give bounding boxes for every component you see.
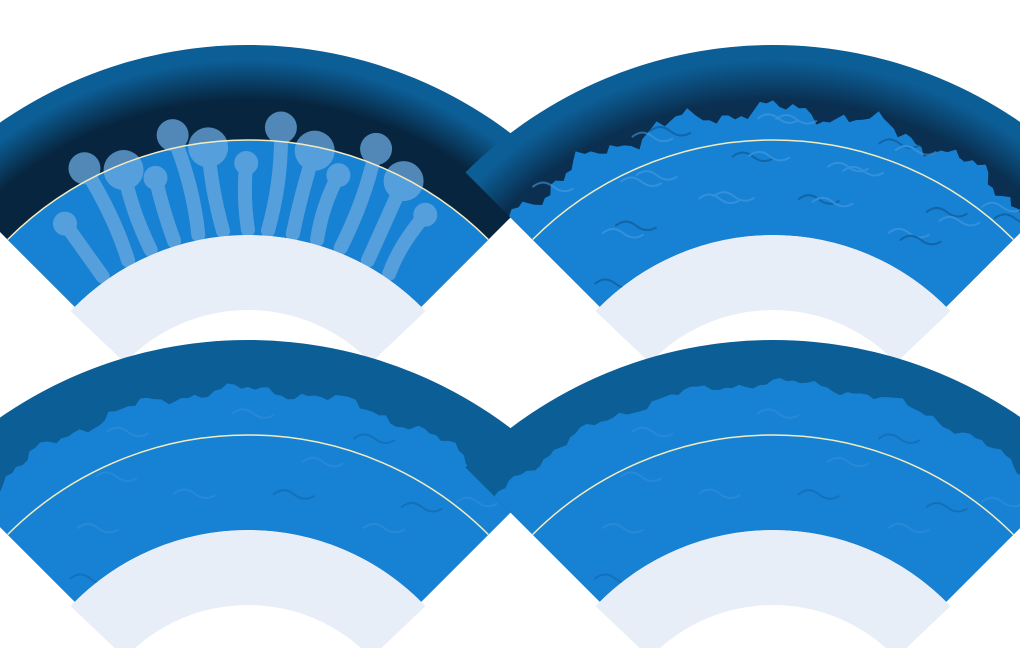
boundary-line	[7, 139, 489, 241]
mixing-swirl	[731, 151, 774, 163]
mixing-swirl	[620, 471, 663, 482]
mixing-swirl	[775, 114, 818, 125]
mixing-swirl	[631, 426, 674, 438]
plume-cap	[264, 111, 297, 144]
mixing-swirl	[601, 522, 644, 534]
convective-region	[494, 377, 1020, 602]
plume-cap	[234, 151, 259, 176]
mixing-swirl	[635, 170, 678, 181]
plume-cap	[383, 161, 424, 202]
mixing-swirl	[842, 165, 885, 177]
plume-cap	[68, 152, 101, 185]
mixing-swirl	[232, 408, 275, 419]
mixing-swirl	[95, 471, 138, 482]
core-region	[595, 235, 951, 363]
mixing-swirl	[272, 489, 315, 500]
mixing-swirl	[400, 501, 443, 513]
mixing-texture	[69, 408, 499, 585]
mixing-swirl	[173, 488, 216, 500]
plume-cap	[52, 211, 77, 236]
mixing-swirl	[601, 227, 644, 239]
panel-top-right	[465, 45, 1020, 363]
mixing-swirl	[757, 408, 800, 419]
mixing-swirl	[301, 456, 344, 468]
mixing-swirl	[887, 227, 930, 239]
mixing-swirl	[620, 176, 663, 187]
panel-bottom-right	[465, 340, 1020, 648]
mixing-swirl	[362, 522, 405, 534]
plume-cap	[156, 119, 189, 152]
plume-cap	[143, 165, 168, 190]
mixing-swirl	[353, 433, 396, 444]
plume-cap	[326, 163, 351, 188]
mixing-swirl	[106, 426, 149, 438]
mixing-swirl	[649, 125, 692, 137]
plume-cap	[294, 130, 335, 171]
plumes	[52, 111, 438, 284]
plume-cap	[188, 127, 229, 168]
mixing-swirl	[826, 456, 869, 468]
panel-top-left	[0, 45, 556, 363]
mixing-swirl	[456, 496, 499, 508]
boundary-line	[532, 434, 1014, 536]
mixing-swirl	[899, 234, 942, 246]
mixing-swirl	[614, 220, 657, 232]
mixing-swirl	[712, 191, 755, 202]
mixing-swirl	[76, 522, 119, 534]
core-region	[70, 530, 426, 648]
mixing-swirl	[698, 488, 741, 500]
mixing-swirl	[993, 213, 1020, 223]
mixing-swirl	[748, 150, 791, 162]
mixing-swirl	[878, 433, 921, 444]
panel-bottom-left	[0, 340, 556, 648]
plume-cap	[360, 132, 393, 165]
plume-cap	[413, 202, 438, 227]
mixing-swirl	[698, 193, 741, 205]
core-region	[595, 530, 951, 648]
mixing-swirl	[938, 215, 981, 227]
mixing-swirl	[894, 145, 937, 156]
mixing-swirl	[811, 196, 854, 208]
boundary-line	[7, 434, 489, 536]
boundary-line	[532, 139, 1014, 241]
mixing-swirl	[887, 522, 930, 534]
mixing-swirl	[981, 201, 1020, 213]
mixing-swirl	[797, 489, 840, 500]
convective-region	[0, 383, 526, 602]
mixing-swirl	[925, 501, 968, 513]
mixing-texture	[594, 408, 1020, 585]
mixing-swirl	[631, 131, 674, 143]
mixing-swirl	[981, 496, 1020, 508]
mixing-swirl	[532, 181, 575, 193]
mixing-swirl	[925, 206, 968, 218]
convective-region	[509, 100, 1020, 307]
core-region	[70, 235, 426, 363]
